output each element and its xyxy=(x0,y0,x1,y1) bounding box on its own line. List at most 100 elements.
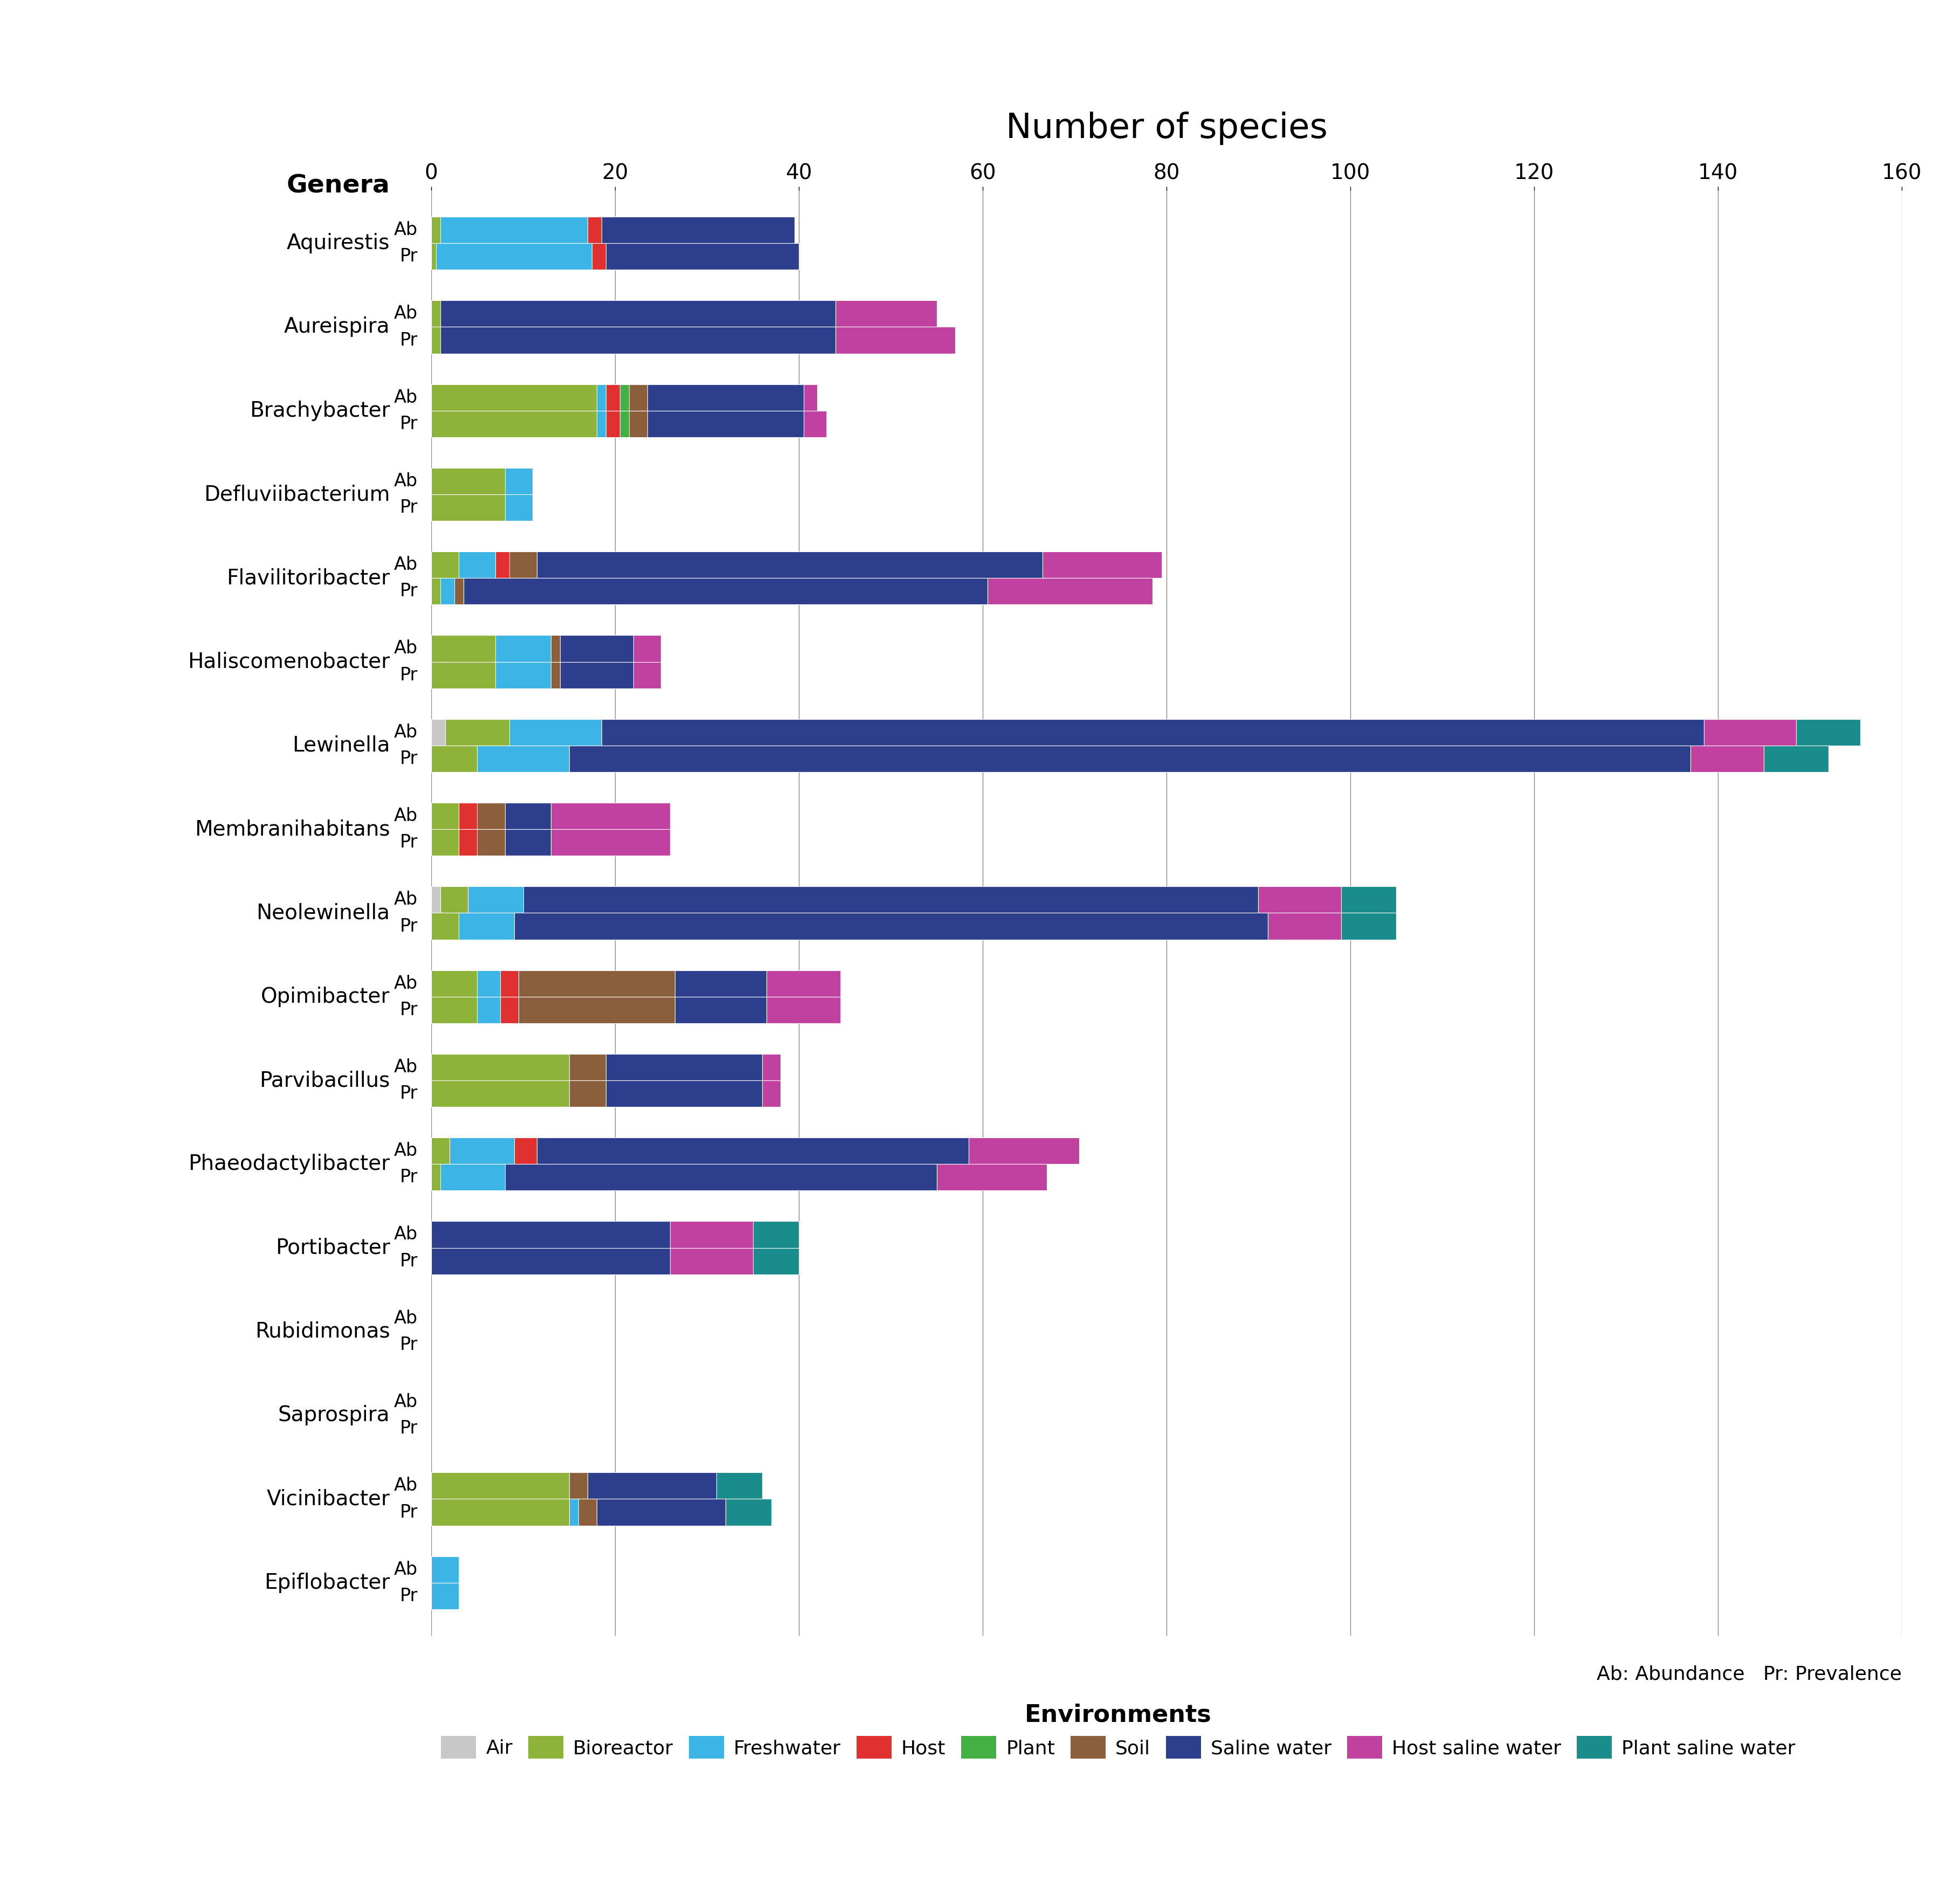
Text: Pr: Pr xyxy=(400,498,417,517)
Text: Pr: Pr xyxy=(400,833,417,852)
Bar xyxy=(510,552,537,578)
Bar xyxy=(596,384,606,411)
Bar xyxy=(506,1164,937,1191)
Bar xyxy=(431,913,459,940)
Bar xyxy=(561,635,633,662)
Bar xyxy=(431,552,459,578)
Bar xyxy=(606,384,619,411)
Text: Pr: Pr xyxy=(400,1084,417,1103)
Bar xyxy=(459,803,476,829)
Bar xyxy=(441,1164,504,1191)
Bar xyxy=(431,1499,568,1525)
Bar xyxy=(596,1499,725,1525)
Text: Genera: Genera xyxy=(286,173,390,198)
Bar xyxy=(835,327,955,354)
Title: Number of species: Number of species xyxy=(1005,112,1327,145)
Text: Portibacter: Portibacter xyxy=(274,1238,390,1257)
Text: Pr: Pr xyxy=(400,1503,417,1522)
Bar xyxy=(506,468,533,495)
Bar xyxy=(441,217,588,243)
Bar xyxy=(551,803,670,829)
Text: Lewinella: Lewinella xyxy=(292,736,390,755)
Bar xyxy=(514,1137,537,1164)
Bar xyxy=(431,662,496,689)
Text: Ab: Ab xyxy=(394,1560,417,1579)
Bar xyxy=(431,886,441,913)
Text: Pr: Pr xyxy=(400,1586,417,1605)
Bar xyxy=(435,243,592,270)
Bar xyxy=(619,384,629,411)
Bar xyxy=(568,1472,588,1499)
Text: Epiflobacter: Epiflobacter xyxy=(265,1573,390,1594)
Bar xyxy=(431,719,445,746)
Text: Ab: Abundance   Pr: Prevalence: Ab: Abundance Pr: Prevalence xyxy=(1595,1664,1901,1683)
Text: Pr: Pr xyxy=(400,1335,417,1354)
Bar xyxy=(506,495,533,521)
Bar xyxy=(766,997,841,1023)
Bar xyxy=(431,1054,568,1080)
Bar xyxy=(1258,886,1341,913)
Bar xyxy=(725,1499,770,1525)
Bar xyxy=(431,997,476,1023)
Bar xyxy=(551,635,561,662)
Text: Aquirestis: Aquirestis xyxy=(286,232,390,253)
Bar xyxy=(431,635,496,662)
Bar xyxy=(835,301,937,327)
Bar xyxy=(431,327,441,354)
Bar xyxy=(1795,719,1860,746)
Text: Pr: Pr xyxy=(400,1252,417,1271)
Bar xyxy=(670,1221,753,1248)
Legend: Air, Bioreactor, Freshwater, Host, Plant, Soil, Saline water, Host saline water,: Air, Bioreactor, Freshwater, Host, Plant… xyxy=(441,1704,1795,1759)
Text: Ab: Ab xyxy=(394,806,417,825)
Text: Vicinibacter: Vicinibacter xyxy=(267,1489,390,1508)
Bar xyxy=(496,662,551,689)
Bar xyxy=(537,1137,968,1164)
Text: Phaeodactylibacter: Phaeodactylibacter xyxy=(188,1155,390,1174)
Bar xyxy=(510,719,602,746)
Text: Ab: Ab xyxy=(394,304,417,323)
Bar xyxy=(431,803,459,829)
Text: Ab: Ab xyxy=(394,974,417,993)
Text: Pr: Pr xyxy=(400,666,417,685)
Bar xyxy=(441,886,468,913)
Text: Membranihabitans: Membranihabitans xyxy=(194,820,390,839)
Bar xyxy=(476,970,500,997)
Bar xyxy=(441,327,835,354)
Text: Pr: Pr xyxy=(400,1168,417,1187)
Text: Ab: Ab xyxy=(394,388,417,407)
Bar xyxy=(459,552,496,578)
Bar xyxy=(463,578,988,605)
Bar xyxy=(431,1137,449,1164)
Text: Ab: Ab xyxy=(394,890,417,909)
Text: Parvibacillus: Parvibacillus xyxy=(259,1071,390,1090)
Bar xyxy=(753,1248,800,1274)
Bar xyxy=(476,803,506,829)
Bar xyxy=(647,384,804,411)
Text: Ab: Ab xyxy=(394,472,417,491)
Text: Ab: Ab xyxy=(394,1225,417,1244)
Bar xyxy=(476,829,506,856)
Bar xyxy=(588,217,602,243)
Bar xyxy=(431,468,506,495)
Bar xyxy=(602,719,1703,746)
Bar xyxy=(537,552,1043,578)
Text: Opimibacter: Opimibacter xyxy=(261,987,390,1006)
Bar xyxy=(506,803,551,829)
Bar xyxy=(1764,746,1829,772)
Bar xyxy=(431,1582,459,1609)
Bar xyxy=(592,243,606,270)
Bar xyxy=(431,1248,670,1274)
Text: Pr: Pr xyxy=(400,1000,417,1019)
Bar xyxy=(431,746,476,772)
Bar xyxy=(674,970,766,997)
Bar xyxy=(647,411,804,437)
Bar xyxy=(551,829,670,856)
Text: Ab: Ab xyxy=(394,221,417,240)
Bar xyxy=(519,970,674,997)
Bar xyxy=(1690,746,1764,772)
Text: Ab: Ab xyxy=(394,1141,417,1160)
Bar xyxy=(496,552,510,578)
Bar xyxy=(449,1137,514,1164)
Text: Pr: Pr xyxy=(400,1419,417,1438)
Bar xyxy=(762,1054,780,1080)
